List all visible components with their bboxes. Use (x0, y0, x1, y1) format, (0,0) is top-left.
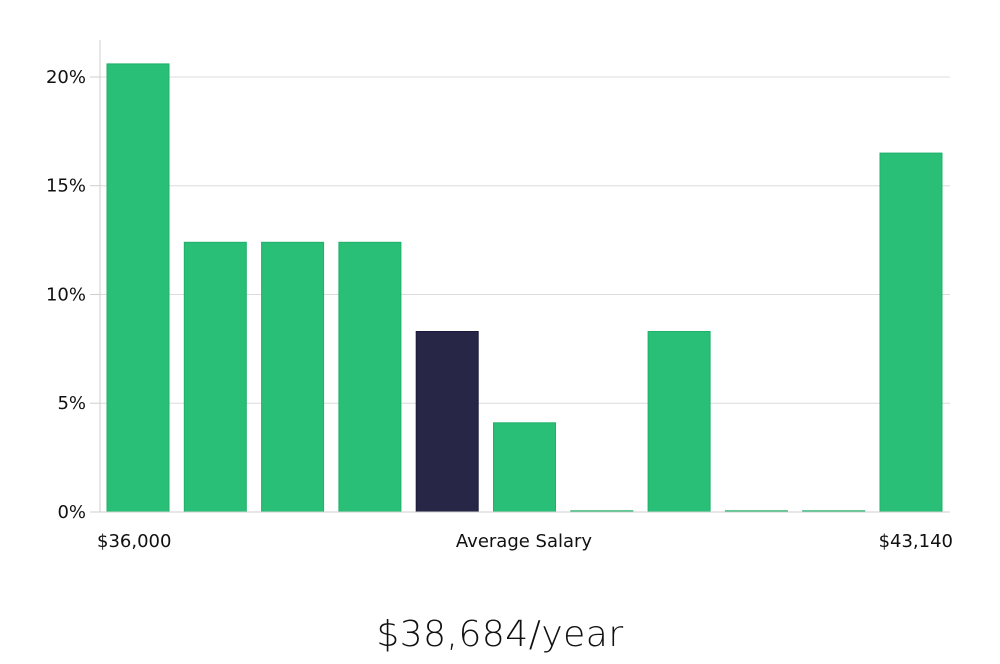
histogram-bar (493, 422, 556, 513)
y-tick-label: 10% (46, 284, 86, 305)
label-layer: $36,000 Average Salary $43,140 (97, 531, 953, 552)
x-axis-max-label: $43,140 (879, 531, 953, 552)
histogram-bar (183, 241, 247, 513)
bar-layer (106, 63, 943, 513)
histogram-bar (106, 63, 170, 513)
histogram-bar (647, 331, 711, 513)
y-tick-label: 5% (57, 393, 86, 414)
y-tick-label: 20% (46, 67, 86, 88)
x-axis-min-label: $36,000 (97, 531, 171, 552)
histogram-bar (879, 152, 943, 513)
y-tick-label: 0% (57, 502, 86, 523)
axis-layer: 0% 5% 10% 15% 20% (46, 40, 950, 523)
chart-svg: 0% 5% 10% 15% 20% $36,000 Average Salary $43… (46, 40, 953, 552)
histogram-bar (338, 241, 402, 513)
histogram-bar (261, 241, 325, 513)
average-salary-headline: $38,684/year (376, 614, 624, 655)
x-axis-title: Average Salary (456, 531, 593, 552)
y-tick-label: 15% (46, 176, 86, 197)
histogram-bar-average (415, 331, 479, 513)
